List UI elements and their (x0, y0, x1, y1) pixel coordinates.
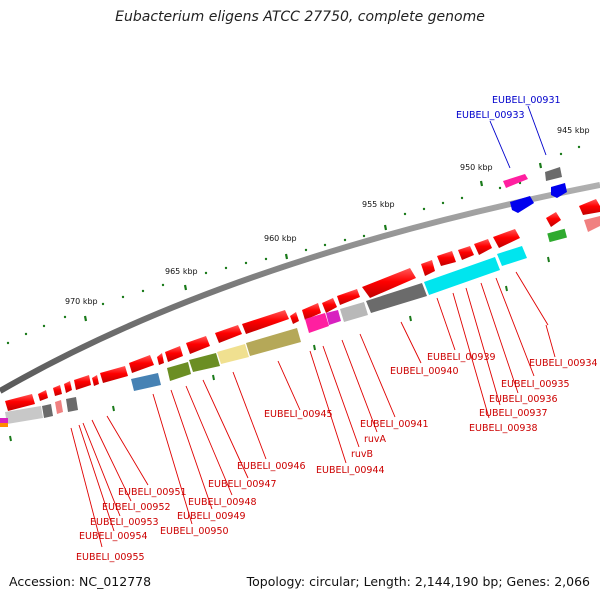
gene-feature (290, 312, 299, 324)
gene-feature (421, 260, 435, 276)
gene-label: EUBELI_00938 (469, 423, 538, 434)
forward-genes (5, 229, 520, 411)
gene-feature (497, 246, 527, 266)
scale-major-ticks (83, 162, 543, 322)
gene-feature (92, 375, 99, 386)
gene-feature (55, 400, 63, 414)
gene-feature (246, 328, 301, 356)
gene-feature (42, 404, 53, 418)
genome-backbone (0, 182, 600, 394)
scale-label-955: 955 kbp (362, 200, 395, 209)
gene-feature (458, 246, 474, 260)
forward-genes-outer (503, 167, 600, 243)
gene-label: EUBELI_00954 (79, 531, 148, 542)
function-band (0, 246, 527, 427)
gene-label: EUBELI_00947 (208, 479, 277, 490)
gene-label: EUBELI_00950 (160, 526, 229, 537)
gene-feature (165, 346, 183, 362)
inner-ticks (9, 256, 550, 442)
gene-feature (305, 313, 329, 333)
gene-label: EUBELI_00949 (177, 511, 246, 522)
gene-feature (5, 394, 35, 411)
gene-feature (326, 310, 341, 325)
gene-feature (584, 216, 600, 232)
gene-feature (74, 375, 91, 390)
gene-label: EUBELI_00945 (264, 409, 333, 420)
gene-feature (131, 373, 161, 391)
scale-label-960: 960 kbp (264, 234, 297, 243)
gene-feature (53, 385, 62, 396)
gene-label: ruvB (351, 449, 373, 460)
label-leaders-blue (489, 105, 547, 169)
gene-feature (551, 183, 567, 198)
gene-feature (424, 257, 500, 295)
gene-feature (215, 325, 242, 343)
gene-feature (547, 228, 567, 243)
gene-feature (362, 268, 416, 298)
gene-feature (100, 366, 128, 383)
gene-label: EUBELI_00944 (316, 465, 385, 476)
gene-feature (38, 390, 48, 401)
gene-feature (302, 303, 321, 320)
gene-feature (157, 353, 164, 365)
gene-label: EUBELI_00934 (529, 358, 598, 369)
gene-label: EUBELI_00955 (76, 552, 145, 563)
map-title: Eubacterium eligens ATCC 27750, complete… (115, 9, 485, 25)
gene-label: EUBELI_00953 (90, 517, 159, 528)
gene-feature (0, 423, 8, 427)
gene-feature (64, 381, 72, 393)
gene-feature (366, 283, 427, 313)
gene-label: EUBELI_00941 (360, 419, 429, 430)
gene-feature (189, 353, 220, 372)
gene-feature (167, 362, 191, 381)
scale-label-965: 965 kbp (165, 267, 198, 276)
gene-label: EUBELI_00946 (237, 461, 306, 472)
gene-feature (66, 397, 78, 412)
gene-label: EUBELI_00933 (456, 110, 525, 121)
gene-feature (322, 298, 337, 313)
scale-label-950: 950 kbp (460, 163, 493, 172)
gene-feature (217, 344, 249, 364)
scale-label-945: 945 kbp (557, 126, 590, 135)
scale-dots (6, 145, 581, 345)
gene-feature (510, 196, 534, 213)
gene-label: EUBELI_00951 (118, 487, 187, 498)
gene-label: EUBELI_00931 (492, 95, 561, 106)
label-leaders (70, 271, 556, 548)
gene-feature (186, 336, 210, 354)
gene-feature (579, 199, 600, 215)
gene-feature (474, 239, 492, 255)
gene-feature (0, 418, 8, 423)
gene-label: EUBELI_00939 (427, 352, 496, 363)
gene-label: EUBELI_00952 (102, 502, 171, 513)
gene-feature (437, 251, 456, 266)
gene-label: EUBELI_00948 (188, 497, 257, 508)
gene-feature (546, 212, 561, 227)
gene-feature (5, 406, 43, 424)
gene-label: EUBELI_00937 (479, 408, 548, 419)
topology-text: Topology: circular; Length: 2,144,190 bp… (246, 574, 590, 589)
gene-feature (493, 229, 520, 248)
gene-feature (129, 355, 154, 373)
accession-text: Accession: NC_012778 (9, 574, 152, 589)
gene-feature (545, 167, 562, 181)
gene-feature (503, 174, 528, 188)
gene-feature (340, 302, 368, 322)
gene-feature (242, 310, 289, 334)
scale-label-970: 970 kbp (65, 297, 98, 306)
gene-label: ruvA (364, 434, 387, 445)
gene-label: EUBELI_00936 (489, 394, 558, 405)
gene-label: EUBELI_00940 (390, 366, 459, 377)
gene-feature (337, 289, 360, 305)
gene-label: EUBELI_00935 (501, 379, 570, 390)
